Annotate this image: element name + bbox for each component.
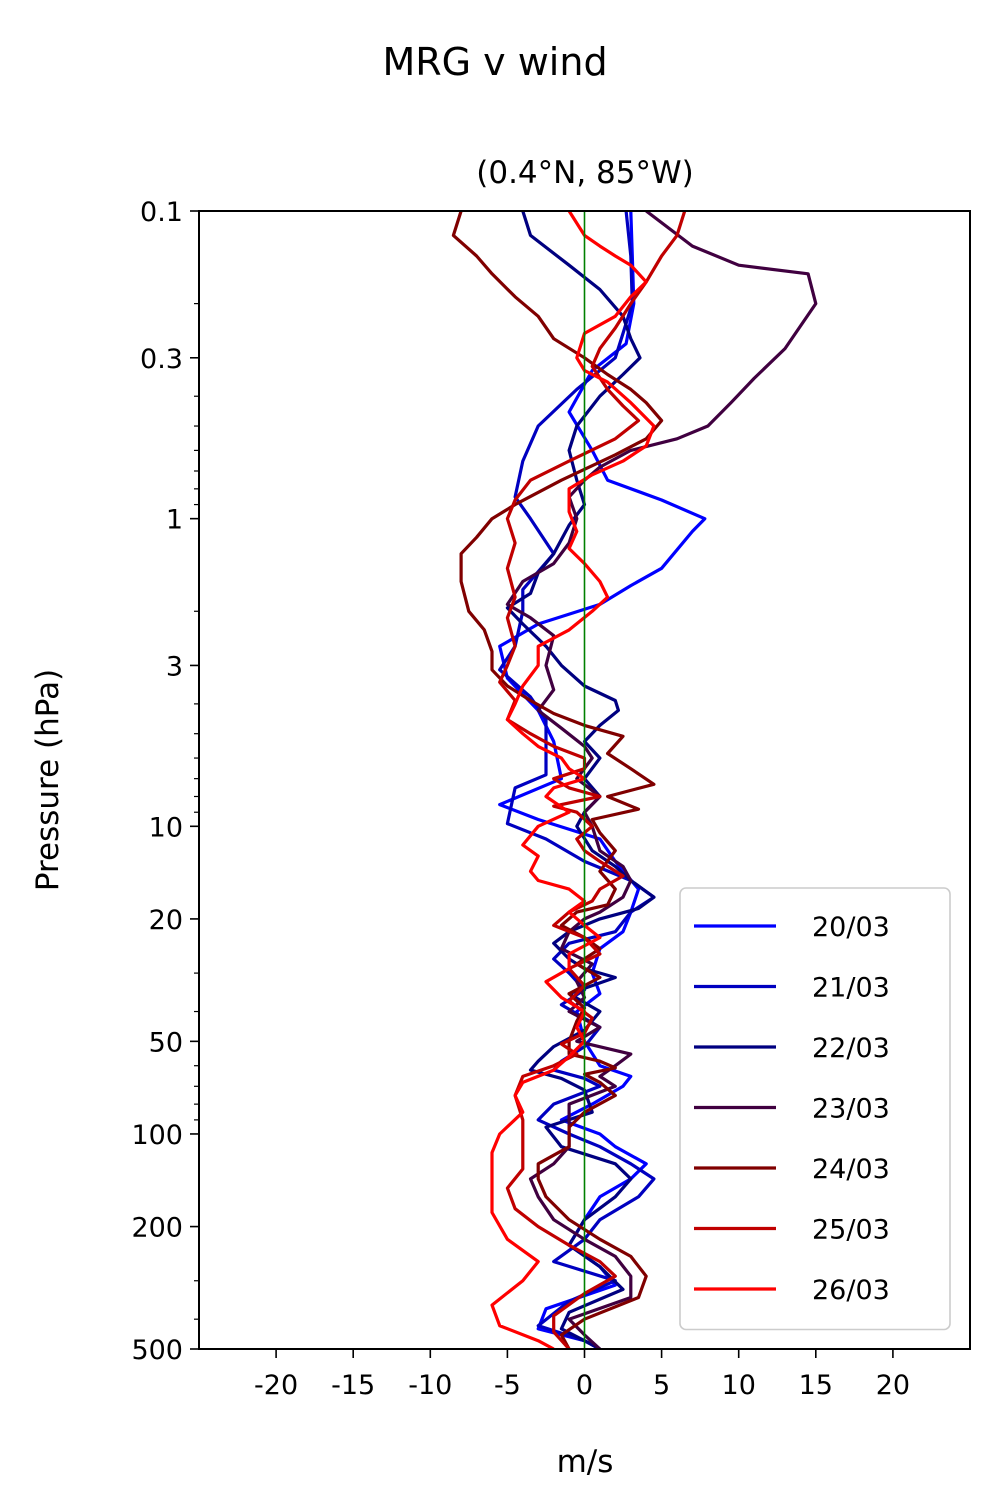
legend-box (679, 887, 951, 1331)
y-tick-label: 0.3 (140, 344, 183, 375)
x-tick-label: 15 (799, 1370, 833, 1401)
legend-label: 21/03 (812, 973, 890, 1004)
x-tick-label: 10 (722, 1370, 756, 1401)
y-tick-label: 10 (149, 812, 183, 843)
x-tick-label: -20 (254, 1370, 298, 1401)
legend-label: 20/03 (812, 912, 890, 943)
y-tick-label: 1 (166, 505, 183, 536)
y-axis-label: Pressure (hPa) (30, 669, 66, 891)
y-tick-label: 0.1 (140, 197, 183, 228)
x-tick-label: -10 (408, 1370, 452, 1401)
y-axis: 0.1 0.3 1 3 10 20 50 100 200 500 (131, 197, 199, 1366)
x-tick-label: 20 (876, 1370, 910, 1401)
y-tick-label: 3 (166, 651, 183, 682)
legend-label: 24/03 (812, 1154, 890, 1185)
x-tick-label: -5 (494, 1370, 521, 1401)
series-line-1 (498, 211, 707, 1349)
series-line-4 (505, 211, 818, 1349)
series-layer (451, 211, 818, 1349)
legend: 20/03 21/03 22/03 23/03 24/03 25/03 26/03 (679, 887, 951, 1331)
y-tick-label: 50 (149, 1027, 183, 1058)
series-line-7 (490, 211, 656, 1349)
x-tick-label: 5 (653, 1370, 670, 1401)
legend-label: 23/03 (812, 1094, 890, 1125)
y-tick-label: 100 (131, 1120, 183, 1151)
series-line-2 (498, 211, 656, 1349)
legend-label: 25/03 (812, 1215, 890, 1246)
y-tick-label: 20 (149, 905, 183, 936)
x-axis-label: m/s (557, 1444, 614, 1480)
series-line-3 (505, 211, 656, 1349)
chart-title: MRG v wind (382, 40, 607, 84)
y-tick-label: 500 (131, 1335, 183, 1366)
x-tick-label: -15 (331, 1370, 375, 1401)
y-tick-label: 200 (131, 1213, 183, 1244)
x-axis: -20 -15 -10 -5 0 5 10 15 20 (254, 1349, 910, 1401)
x-tick-label: 0 (576, 1370, 593, 1401)
chart-subtitle: (0.4°N, 85°W) (476, 155, 693, 191)
legend-label: 26/03 (812, 1275, 890, 1306)
legend-label: 22/03 (812, 1033, 890, 1064)
